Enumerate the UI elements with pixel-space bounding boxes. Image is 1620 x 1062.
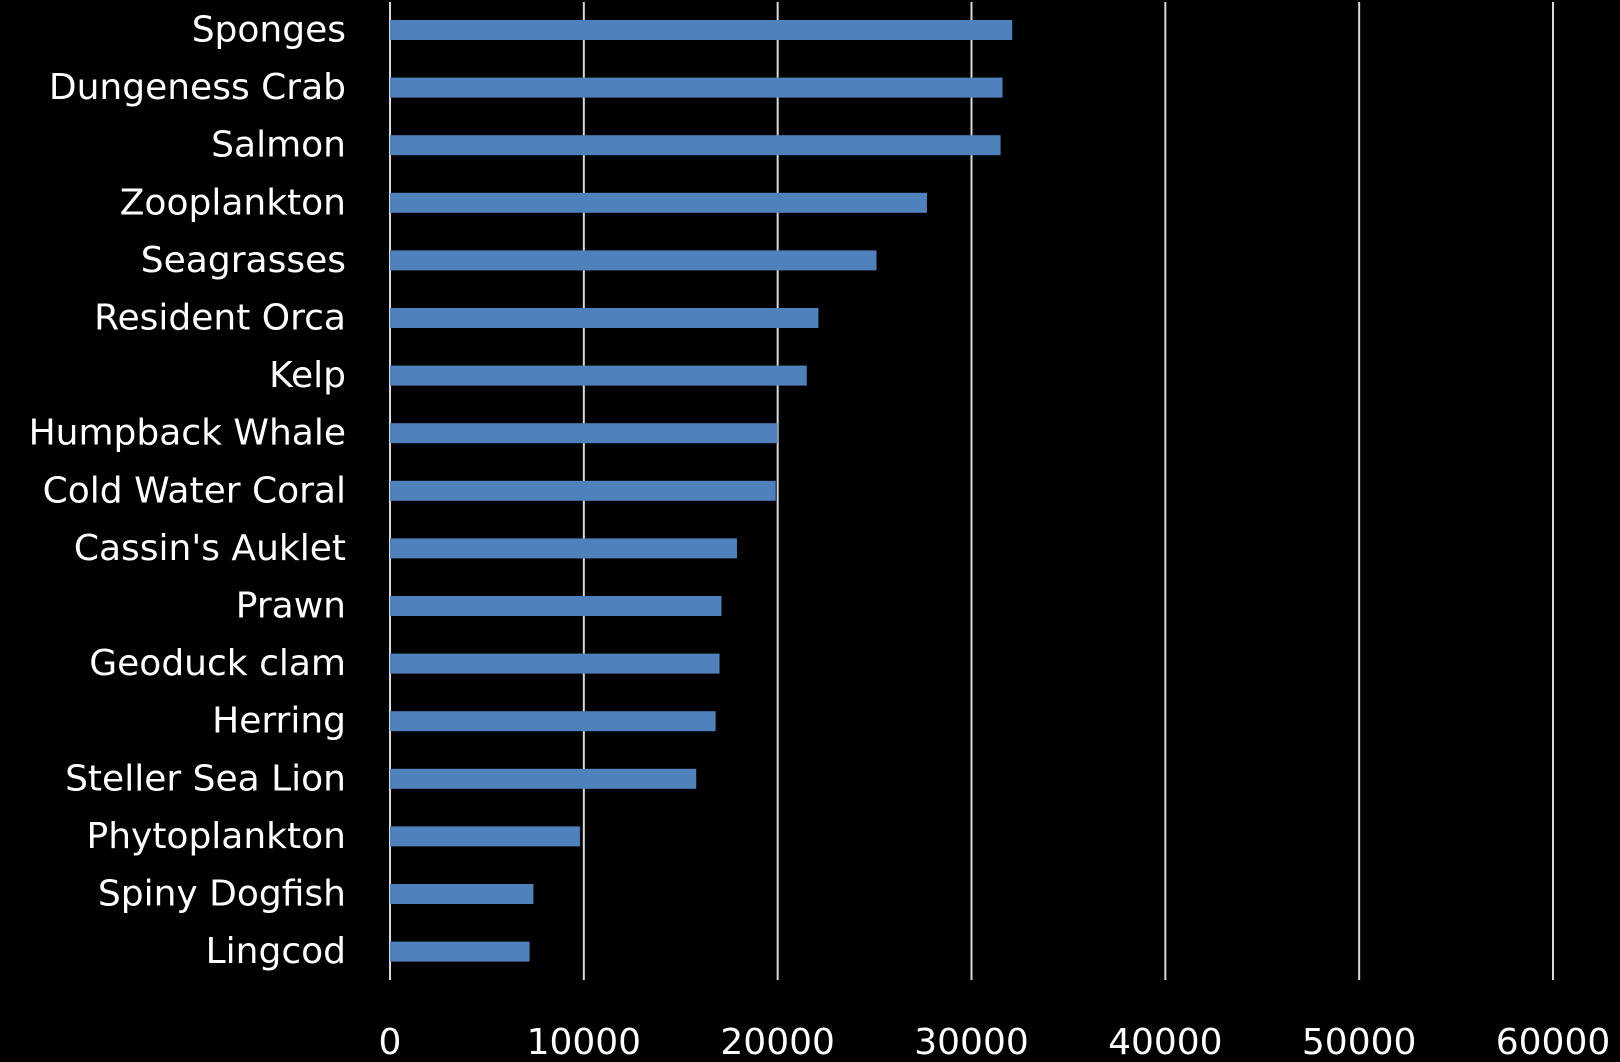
x-tick-label: 60000: [1496, 1022, 1611, 1062]
category-label: Prawn: [236, 586, 346, 627]
x-tick-label: 10000: [527, 1022, 642, 1062]
category-label: Sponges: [192, 10, 346, 51]
category-label: Kelp: [269, 355, 346, 396]
category-label: Humpback Whale: [29, 413, 346, 454]
category-label: Herring: [212, 701, 346, 742]
bar: [390, 711, 716, 731]
category-label: Lingcod: [206, 931, 346, 972]
category-label: Steller Sea Lion: [65, 758, 346, 799]
category-label: Seagrasses: [141, 240, 346, 281]
category-label: Resident Orca: [94, 298, 346, 339]
category-label: Cassin's Auklet: [74, 528, 346, 569]
bar: [390, 308, 818, 328]
bar: [390, 423, 778, 443]
x-tick-label: 30000: [914, 1022, 1029, 1062]
bar: [390, 596, 721, 616]
category-label: Salmon: [211, 125, 346, 166]
category-label: Spiny Dogfish: [98, 874, 346, 915]
category-label: Dungeness Crab: [49, 67, 346, 108]
bar: [390, 250, 877, 270]
bar: [390, 193, 927, 213]
bar: [390, 826, 580, 846]
x-tick-label: 20000: [720, 1022, 835, 1062]
category-label: Cold Water Coral: [43, 470, 346, 511]
bar: [390, 884, 533, 904]
bar: [390, 78, 1003, 98]
bar: [390, 538, 737, 558]
bar: [390, 769, 696, 789]
category-label: Phytoplankton: [86, 816, 346, 857]
x-tick-label: 50000: [1302, 1022, 1417, 1062]
x-tick-label: 40000: [1108, 1022, 1223, 1062]
category-label: Zooplankton: [120, 182, 346, 223]
x-tick-label: 0: [379, 1022, 402, 1062]
bar: [390, 942, 530, 962]
bar: [390, 654, 720, 674]
bar: [390, 481, 776, 501]
category-label: Geoduck clam: [89, 643, 346, 684]
bar: [390, 135, 1001, 155]
bar: [390, 20, 1012, 40]
bar: [390, 366, 807, 386]
